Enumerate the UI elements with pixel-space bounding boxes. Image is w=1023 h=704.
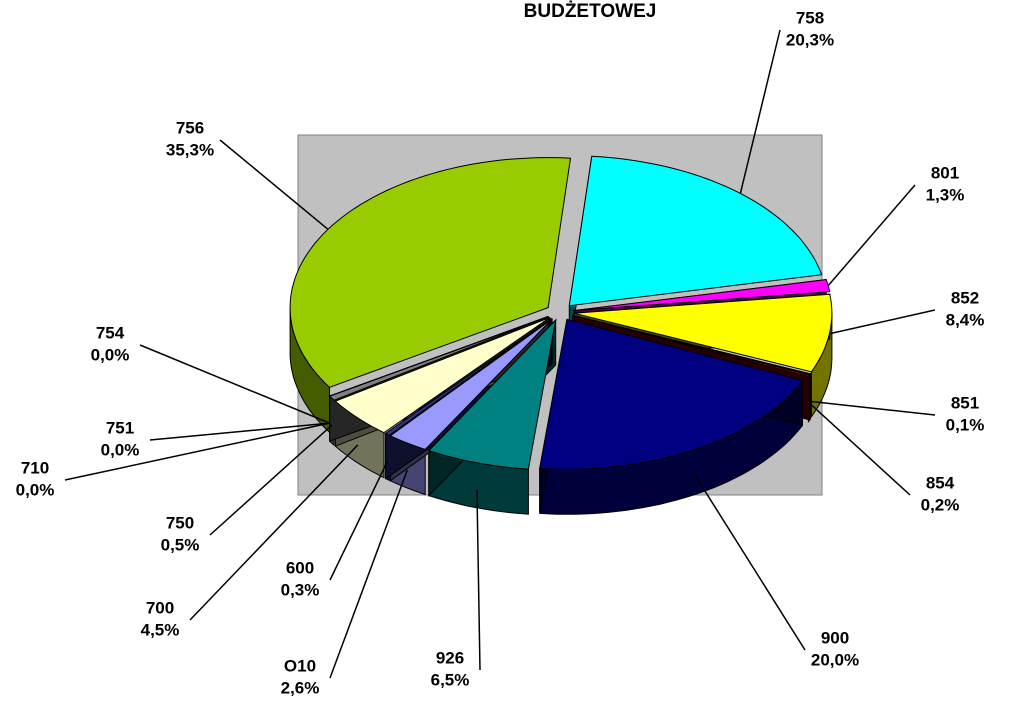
category-label: 700 <box>146 598 174 617</box>
leader-line <box>695 475 806 651</box>
category-label: 710 <box>21 458 49 477</box>
leader-line <box>808 402 911 496</box>
leader-line <box>739 29 781 194</box>
category-label: 750 <box>166 513 194 532</box>
category-label: 900 <box>821 628 849 647</box>
category-label: O10 <box>284 656 316 675</box>
leader-line <box>827 184 916 287</box>
leader-line <box>329 469 408 679</box>
category-label: 801 <box>931 163 959 182</box>
category-label: 854 <box>926 473 955 492</box>
value-label: 0,0% <box>91 345 130 364</box>
value-label: 0,0% <box>101 440 140 459</box>
value-label: 0,0% <box>16 480 55 499</box>
category-label: 852 <box>951 288 979 307</box>
leader-line <box>139 344 330 424</box>
slice <box>572 314 811 378</box>
leader-line <box>219 139 329 230</box>
leader-line <box>809 400 936 416</box>
value-label: 0,2% <box>921 495 960 514</box>
leader-line <box>829 309 936 335</box>
category-label: 751 <box>106 418 134 437</box>
leader-line <box>189 444 359 621</box>
value-label: 6,5% <box>431 670 470 689</box>
slice <box>427 318 557 470</box>
category-label: 600 <box>286 558 314 577</box>
chart-title: BUDŻETOWEJ <box>524 1 657 22</box>
category-label: 926 <box>436 648 464 667</box>
value-label: 35,3% <box>166 140 214 159</box>
leader-line <box>209 424 333 536</box>
leader-line <box>476 489 481 671</box>
value-label: 20,3% <box>786 30 834 49</box>
slice <box>568 155 823 307</box>
value-label: 2,6% <box>281 678 320 697</box>
value-label: 0,5% <box>161 535 200 554</box>
value-label: 4,5% <box>141 620 180 639</box>
category-label: 756 <box>176 118 204 137</box>
slice <box>384 318 552 436</box>
value-label: 8,4% <box>946 310 985 329</box>
slice <box>329 316 549 397</box>
value-label: 20,0% <box>811 650 859 669</box>
slice <box>573 279 831 312</box>
leader-line <box>329 461 389 581</box>
category-label: 851 <box>951 393 979 412</box>
category-label: 758 <box>796 8 824 27</box>
value-label: 1,3% <box>926 185 965 204</box>
slice <box>573 293 833 373</box>
slice <box>334 317 550 434</box>
slice <box>539 318 804 470</box>
slice <box>389 318 553 451</box>
value-label: 0,1% <box>946 415 985 434</box>
leader-line <box>149 422 330 441</box>
value-label: 0,3% <box>281 580 320 599</box>
leader-line <box>64 422 330 481</box>
category-label: 754 <box>96 323 125 342</box>
